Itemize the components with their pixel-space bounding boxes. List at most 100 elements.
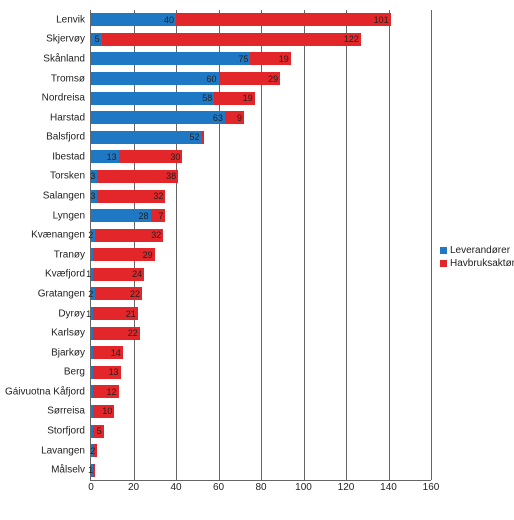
bar-value-label: 3 [90,191,95,201]
bar-segment-b: 12 [93,385,119,398]
y-tick-label: Kvænangen [31,230,91,241]
bar-value-label: 60 [206,74,216,84]
y-tick-label: Karlsøy [51,328,91,339]
bar-segment-b: 19 [214,92,254,105]
bar-value-label: 30 [170,152,180,162]
bar-row: Berg13 [91,366,431,379]
bar-value-label: 14 [111,348,121,358]
bar-value-label: 5 [97,426,102,436]
bar-segment-b: 29 [219,72,281,85]
bar-segment-a: 75 [91,52,250,65]
bar-segment-b: 29 [93,248,155,261]
bar-stack: 124 [91,268,144,281]
bar-value-label: 10 [102,406,112,416]
bar-stack: 1 [91,464,95,477]
bar-segment-b: 32 [97,190,165,203]
legend-swatch [440,247,447,254]
bar-row: Lenvik40101 [91,13,431,26]
bar-segment-b: 7 [151,209,166,222]
bar-stack: 222 [91,287,142,300]
bar-row: Karlsøy22 [91,327,431,340]
bar-segment-b: 1 [93,464,95,477]
y-tick-label: Kvæfjord [45,269,91,280]
x-tick-label: 120 [338,482,355,493]
y-tick-label: Gratangen [38,288,91,299]
y-tick-label: Storfjord [47,426,91,437]
y-tick-label: Lavangen [41,445,91,456]
bar-stack: 52 [91,131,204,144]
bar-stack: 232 [91,229,163,242]
bar-segment-b: 30 [119,150,183,163]
bar-segment-b: 22 [93,327,140,340]
bar-row: Ibestad1330 [91,150,431,163]
bar-segment-b: 122 [102,33,361,46]
bar-row: Tromsø6029 [91,72,431,85]
bar-row: Gratangen222 [91,287,431,300]
bar-stack: 40 101 [91,13,391,26]
bar-value-label: 122 [344,34,359,44]
bar-row: Kvænangen232 [91,229,431,242]
bar-value-label: 101 [374,15,389,25]
bar-value-label: 75 [238,54,248,64]
bar-value-label: 29 [268,74,278,84]
bar-segment-a: 58 [91,92,214,105]
bar-value-label: 1 [88,465,93,475]
bar-stack: 5 122 [91,33,361,46]
x-tick-label: 160 [423,482,440,493]
bar-stack: 13 [91,366,121,379]
y-tick-label: Gáivuotna Kåfjord [5,386,91,397]
bar-value-label: 38 [166,171,176,181]
bar-value-label: 63 [213,113,223,123]
bar-stack: 29 [91,248,155,261]
bar-row: Dyrøy121 [91,307,431,320]
bar-segment-a: 60 [91,72,219,85]
y-tick-label: Skånland [43,53,91,64]
bar-value-label: 24 [132,269,142,279]
bar-stack: 14 [91,346,123,359]
bar-segment-b: 13 [93,366,121,379]
bar-stack: 121 [91,307,138,320]
x-tick-label: 80 [255,482,266,493]
legend-swatch [440,260,447,267]
bar-segment-b: 9 [225,111,244,124]
bar-row: Lavangen2 [91,444,431,457]
bar-value-label: 7 [158,211,163,221]
bar-segment-a: 13 [91,150,119,163]
bar-segment-b [202,131,204,144]
y-tick-label: Lenvik [56,14,91,25]
bar-value-label: 21 [126,309,136,319]
bar-row: Tranøy29 [91,248,431,261]
y-tick-label: Sørreisa [47,406,91,417]
bar-value-label: 28 [138,211,148,221]
bar-segment-b: 10 [93,405,114,418]
bar-value-label: 5 [95,34,100,44]
bar-segment-b: 14 [93,346,123,359]
bar-value-label: 13 [107,152,117,162]
legend-item: Havbruksaktører [440,258,514,269]
bar-value-label: 40 [164,15,174,25]
bar-value-label: 1 [86,309,91,319]
bar-row: Bjarkøy14 [91,346,431,359]
x-tick-label: 100 [295,482,312,493]
bar-stack: 332 [91,190,165,203]
bar-stack: 12 [91,385,119,398]
chart: 020406080100120140160Lenvik40101Skjervøy… [0,0,514,520]
bar-segment-a: 52 [91,131,202,144]
bar-row: Skjervøy5122 [91,33,431,46]
y-tick-label: Tranøy [54,249,91,260]
bar-value-label: 19 [243,93,253,103]
gridline [431,10,432,480]
bar-value-label: 58 [202,93,212,103]
bar-segment-b: 101 [176,13,391,26]
bar-value-label: 3 [90,171,95,181]
bar-value-label: 22 [130,289,140,299]
bar-value-label: 1 [86,269,91,279]
y-tick-label: Ibestad [52,151,91,162]
bar-value-label: 9 [237,113,242,123]
bar-value-label: 12 [106,387,116,397]
bar-row: Skånland7519 [91,52,431,65]
bar-segment-b: 38 [97,170,178,183]
bar-segment-b: 32 [95,229,163,242]
bar-row: Sørreisa10 [91,405,431,418]
y-tick-label: Skjervøy [46,34,91,45]
